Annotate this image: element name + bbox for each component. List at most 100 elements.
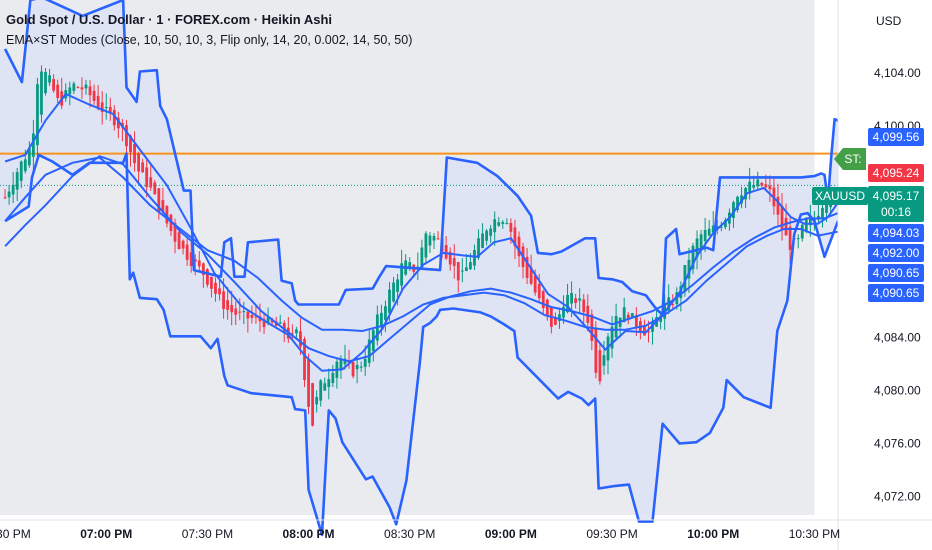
candle-body: [149, 177, 153, 188]
candle-body: [598, 350, 602, 382]
price-tick-label: 4,104.00: [874, 66, 921, 80]
candle-body: [307, 359, 310, 407]
candle-body: [408, 262, 412, 268]
symbol-tag: XAUUSD: [815, 189, 865, 203]
price-tick-label: 4,084.00: [874, 331, 921, 345]
candle-body: [141, 162, 145, 173]
candle-body: [201, 263, 205, 275]
time-tick-label: 08:30 PM: [384, 527, 435, 541]
time-tick-label: 08:00 PM: [283, 527, 335, 541]
candle-body: [719, 226, 723, 228]
candle-body: [299, 331, 302, 347]
candle-body: [469, 262, 472, 270]
candle-body: [173, 222, 177, 242]
time-tick-label: 10:30 PM: [789, 527, 840, 541]
candle-body: [582, 299, 586, 313]
ema-slow-line: [4, 155, 839, 363]
time-tick-label: 06:30 PM: [0, 527, 31, 541]
candle-body: [602, 355, 606, 366]
candle-body: [570, 292, 573, 304]
candle-body: [165, 205, 169, 224]
tag-upper-value: 4,099.56: [873, 130, 920, 144]
chart-title: Gold Spot / U.S. Dollar · 1 · FOREX.com …: [6, 12, 332, 27]
candle-body: [270, 320, 274, 323]
candle-body: [319, 380, 323, 401]
candle-body: [242, 311, 246, 313]
candle-body: [250, 315, 254, 318]
candle-body: [181, 240, 185, 249]
st-arrow-bg: [834, 148, 866, 170]
candle-body: [489, 228, 493, 236]
candle-body: [784, 217, 788, 236]
candle-body: [420, 247, 424, 268]
candle-body: [768, 185, 772, 190]
candle-body: [52, 78, 56, 91]
candle-body: [193, 259, 197, 262]
candle-body: [278, 322, 282, 324]
candle-body: [764, 184, 768, 188]
candle-body: [780, 205, 784, 231]
candle-body: [456, 262, 460, 281]
tag-value-4-bg: [868, 224, 924, 242]
candle-body: [752, 184, 756, 188]
currency-label: USD: [876, 14, 902, 28]
candle-body: [189, 252, 193, 267]
tag-countdown: 00:16: [881, 205, 911, 219]
tag-value-7-bg: [868, 284, 924, 302]
candle-body: [226, 300, 230, 310]
indicator-legend[interactable]: EMA×ST Modes (Close, 10, 50, 10, 3, Flip…: [6, 33, 413, 47]
candle-body: [541, 291, 545, 309]
candle-body: [707, 228, 711, 236]
candle-body: [27, 148, 31, 166]
candle-body: [647, 331, 650, 333]
candle-body: [315, 396, 319, 405]
candle-body: [153, 182, 157, 195]
candle-body: [205, 269, 209, 285]
tag-price-bg: [868, 186, 924, 222]
candle-body: [562, 306, 565, 318]
candle-body: [825, 201, 828, 213]
candle-body: [444, 245, 448, 259]
candle-body: [157, 188, 161, 212]
candle-body: [723, 219, 727, 228]
candle-body: [436, 238, 440, 240]
candle-body: [610, 326, 614, 349]
candle-body: [343, 358, 347, 365]
lower-band-line: [4, 152, 840, 537]
time-tick-label: 09:00 PM: [485, 527, 537, 541]
candle-body: [88, 86, 92, 96]
time-tick-label: 09:30 PM: [586, 527, 637, 541]
candle-body: [509, 222, 513, 232]
candle-body: [72, 83, 76, 91]
candle-body: [388, 289, 391, 314]
candle-body: [76, 87, 80, 89]
candle-body: [400, 263, 404, 286]
candle-body: [634, 315, 638, 328]
tag-value-7: 4,090.65: [873, 286, 920, 300]
tag-value-5: 4,092.00: [873, 246, 920, 260]
candle-body: [238, 311, 242, 313]
candle-body: [554, 317, 557, 325]
candle-body: [485, 230, 489, 241]
candle-body: [396, 279, 399, 292]
candle-body: [185, 244, 189, 260]
candle-body: [711, 225, 715, 233]
candle-body: [756, 179, 760, 187]
candle-body: [630, 313, 634, 318]
candle-body: [112, 109, 116, 126]
candle-body: [667, 297, 671, 311]
candle-body: [295, 329, 298, 334]
candle-body: [339, 358, 343, 370]
candle-body: [659, 315, 663, 322]
candle-body: [311, 383, 315, 426]
symbol-tag-bg: [812, 187, 868, 205]
candle-body: [533, 275, 537, 293]
tag-red-value: 4,095.24: [873, 166, 920, 180]
candle-body: [11, 184, 15, 195]
candle-body: [703, 230, 707, 242]
candle-body: [428, 235, 432, 246]
candle-body: [679, 286, 683, 299]
tag-value-4: 4,094.03: [873, 226, 920, 240]
candle-body: [161, 200, 165, 212]
